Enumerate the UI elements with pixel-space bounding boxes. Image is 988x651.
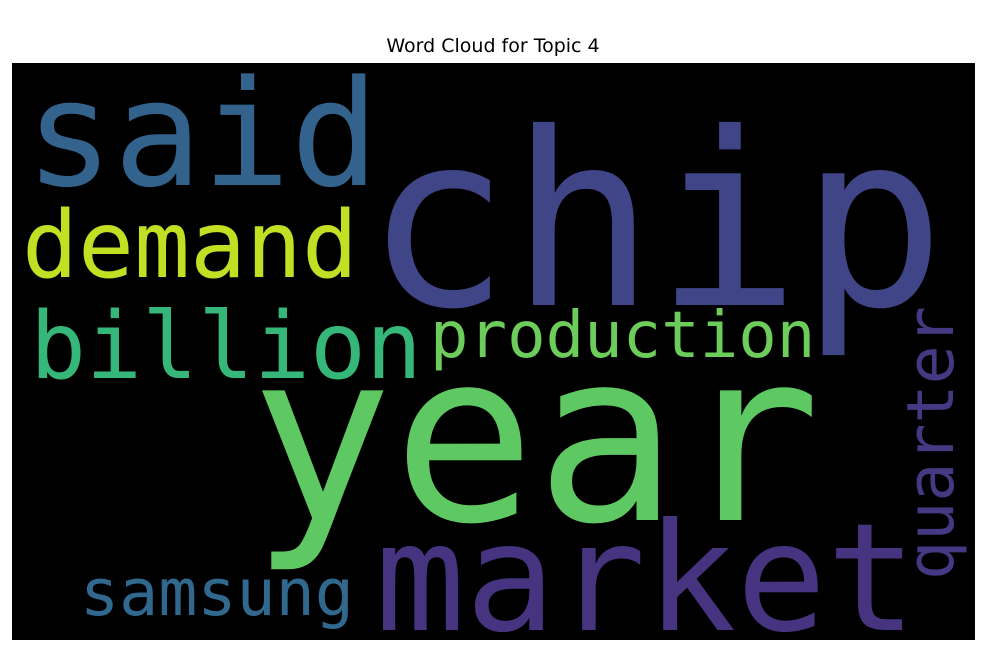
chart-title: Word Cloud for Topic 4 <box>386 35 599 57</box>
word: said <box>25 49 379 220</box>
plot-area <box>12 63 975 640</box>
word: chip <box>365 81 945 362</box>
word: year <box>250 300 821 576</box>
word: demand <box>22 191 358 299</box>
word: production <box>430 299 815 373</box>
word: billion <box>30 292 422 400</box>
word: quarter <box>894 306 969 580</box>
word: market <box>375 492 917 651</box>
word: samsung <box>80 556 354 631</box>
